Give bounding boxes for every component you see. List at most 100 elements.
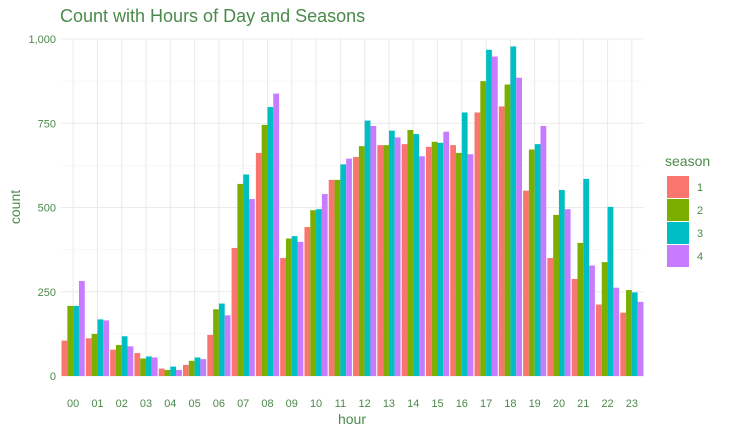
bar-season-3-hour-23 — [631, 292, 638, 376]
bar-season-1-hour-10 — [304, 227, 311, 376]
bar-season-2-hour-02 — [115, 345, 122, 376]
bar-season-2-hour-05 — [188, 360, 195, 376]
bar-season-1-hour-17 — [474, 112, 481, 376]
x-tick-label: 13 — [383, 398, 395, 410]
bar-season-1-hour-06 — [207, 334, 214, 376]
x-tick-label: 06 — [213, 398, 225, 410]
y-tick-labels: 0 250 500 750 1,000 — [28, 34, 56, 383]
x-tick-label: 19 — [529, 398, 541, 410]
y-tick-label: 250 — [38, 287, 56, 299]
legend-key-4 — [667, 245, 689, 267]
x-tick-label: 04 — [164, 398, 176, 410]
bar-season-2-hour-10 — [310, 210, 317, 376]
bar-season-3-hour-03 — [146, 356, 152, 376]
x-tick-label: 11 — [335, 398, 346, 410]
bar-season-1-hour-11 — [328, 179, 335, 376]
bar-season-3-hour-09 — [291, 236, 298, 376]
x-tick-label: 01 — [91, 398, 103, 410]
bar-season-3-hour-18 — [510, 46, 517, 376]
bar-season-1-hour-23 — [620, 312, 627, 376]
bar-season-4-hour-23 — [637, 301, 644, 376]
bar-season-1-hour-09 — [280, 258, 286, 376]
bar-season-4-hour-11 — [346, 158, 352, 376]
bar-season-1-hour-05 — [183, 364, 189, 376]
bar-season-4-hour-06 — [224, 315, 231, 376]
bar-season-1-hour-18 — [498, 106, 505, 377]
y-tick-label: 0 — [50, 371, 56, 383]
bar-season-4-hour-21 — [589, 265, 595, 376]
bar-season-3-hour-19 — [534, 144, 541, 376]
bar-season-1-hour-19 — [523, 190, 529, 376]
x-tick-label: 18 — [504, 398, 516, 410]
x-tick-label: 10 — [310, 398, 322, 410]
bar-season-3-hour-02 — [121, 336, 128, 376]
bar-season-4-hour-00 — [78, 280, 85, 376]
bar-season-2-hour-14 — [407, 129, 414, 376]
bar-season-2-hour-07 — [237, 183, 244, 376]
bar-season-2-hour-12 — [358, 146, 365, 376]
bar-season-3-hour-13 — [388, 130, 395, 376]
x-tick-label: 20 — [553, 398, 565, 410]
bar-season-4-hour-12 — [370, 125, 377, 376]
legend-label: 4 — [697, 251, 703, 263]
bar-season-1-hour-20 — [547, 258, 554, 376]
bar-season-3-hour-14 — [413, 134, 420, 376]
x-tick-label: 00 — [67, 398, 79, 410]
bar-season-4-hour-01 — [103, 320, 110, 376]
bar-season-1-hour-02 — [110, 349, 116, 376]
bar-season-3-hour-11 — [340, 164, 347, 376]
bar-season-4-hour-03 — [151, 357, 158, 376]
y-axis-title: count — [7, 190, 23, 224]
bar-season-1-hour-03 — [134, 353, 141, 376]
bar-season-2-hour-00 — [67, 305, 74, 376]
bar-season-1-hour-04 — [158, 368, 165, 376]
bar-season-1-hour-07 — [231, 247, 238, 376]
bar-season-4-hour-15 — [443, 131, 450, 376]
legend-title: season — [665, 153, 710, 169]
x-tick-label: 23 — [626, 398, 638, 410]
bar-season-2-hour-21 — [577, 242, 584, 376]
x-tick-labels: 00 01 02 03 04 05 06 07 08 09 10 11 12 13 14 15 16 17 18 19… — [67, 398, 638, 410]
bar-season-4-hour-14 — [419, 156, 425, 376]
y-tick-label: 750 — [38, 118, 56, 130]
bar-season-2-hour-20 — [553, 214, 559, 376]
legend-key-1 — [667, 176, 689, 198]
bar-season-1-hour-21 — [571, 278, 578, 376]
bar-season-3-hour-01 — [97, 319, 104, 376]
legend-label: 2 — [697, 205, 703, 217]
bar-season-4-hour-02 — [127, 346, 134, 376]
x-tick-label: 07 — [237, 398, 249, 410]
x-tick-label: 03 — [140, 398, 152, 410]
x-tick-label: 17 — [480, 398, 492, 410]
bar-season-1-hour-14 — [401, 144, 408, 376]
bar-season-2-hour-11 — [334, 179, 341, 376]
bar-season-2-hour-17 — [480, 81, 487, 377]
legend-key-2 — [667, 199, 689, 221]
bar-season-3-hour-06 — [218, 303, 225, 376]
x-tick-label: 16 — [456, 398, 468, 410]
legend-key-3 — [667, 222, 689, 244]
bar-season-3-hour-10 — [316, 209, 322, 376]
bar-season-4-hour-17 — [491, 56, 498, 377]
bar-season-1-hour-00 — [61, 340, 68, 376]
x-tick-label: 15 — [431, 398, 443, 410]
bar-season-4-hour-18 — [516, 77, 522, 376]
bar-season-2-hour-18 — [504, 84, 511, 376]
legend-label: 1 — [697, 182, 703, 194]
legend-label: 3 — [697, 228, 703, 240]
bar-season-4-hour-04 — [176, 369, 182, 376]
bar-season-3-hour-21 — [583, 178, 590, 376]
bar-season-4-hour-07 — [248, 199, 255, 376]
legend: season 1 2 3 4 — [665, 153, 710, 267]
bar-season-4-hour-20 — [564, 209, 571, 376]
bar-season-4-hour-05 — [200, 359, 207, 376]
bar-season-3-hour-00 — [73, 305, 79, 376]
bar-season-2-hour-22 — [601, 262, 608, 376]
bar-season-4-hour-13 — [394, 137, 401, 376]
bar-season-3-hour-16 — [461, 112, 468, 376]
bar-season-3-hour-12 — [364, 120, 371, 376]
bar-season-4-hour-09 — [297, 241, 304, 376]
bar-season-2-hour-03 — [140, 358, 147, 376]
x-tick-label: 09 — [286, 398, 298, 410]
